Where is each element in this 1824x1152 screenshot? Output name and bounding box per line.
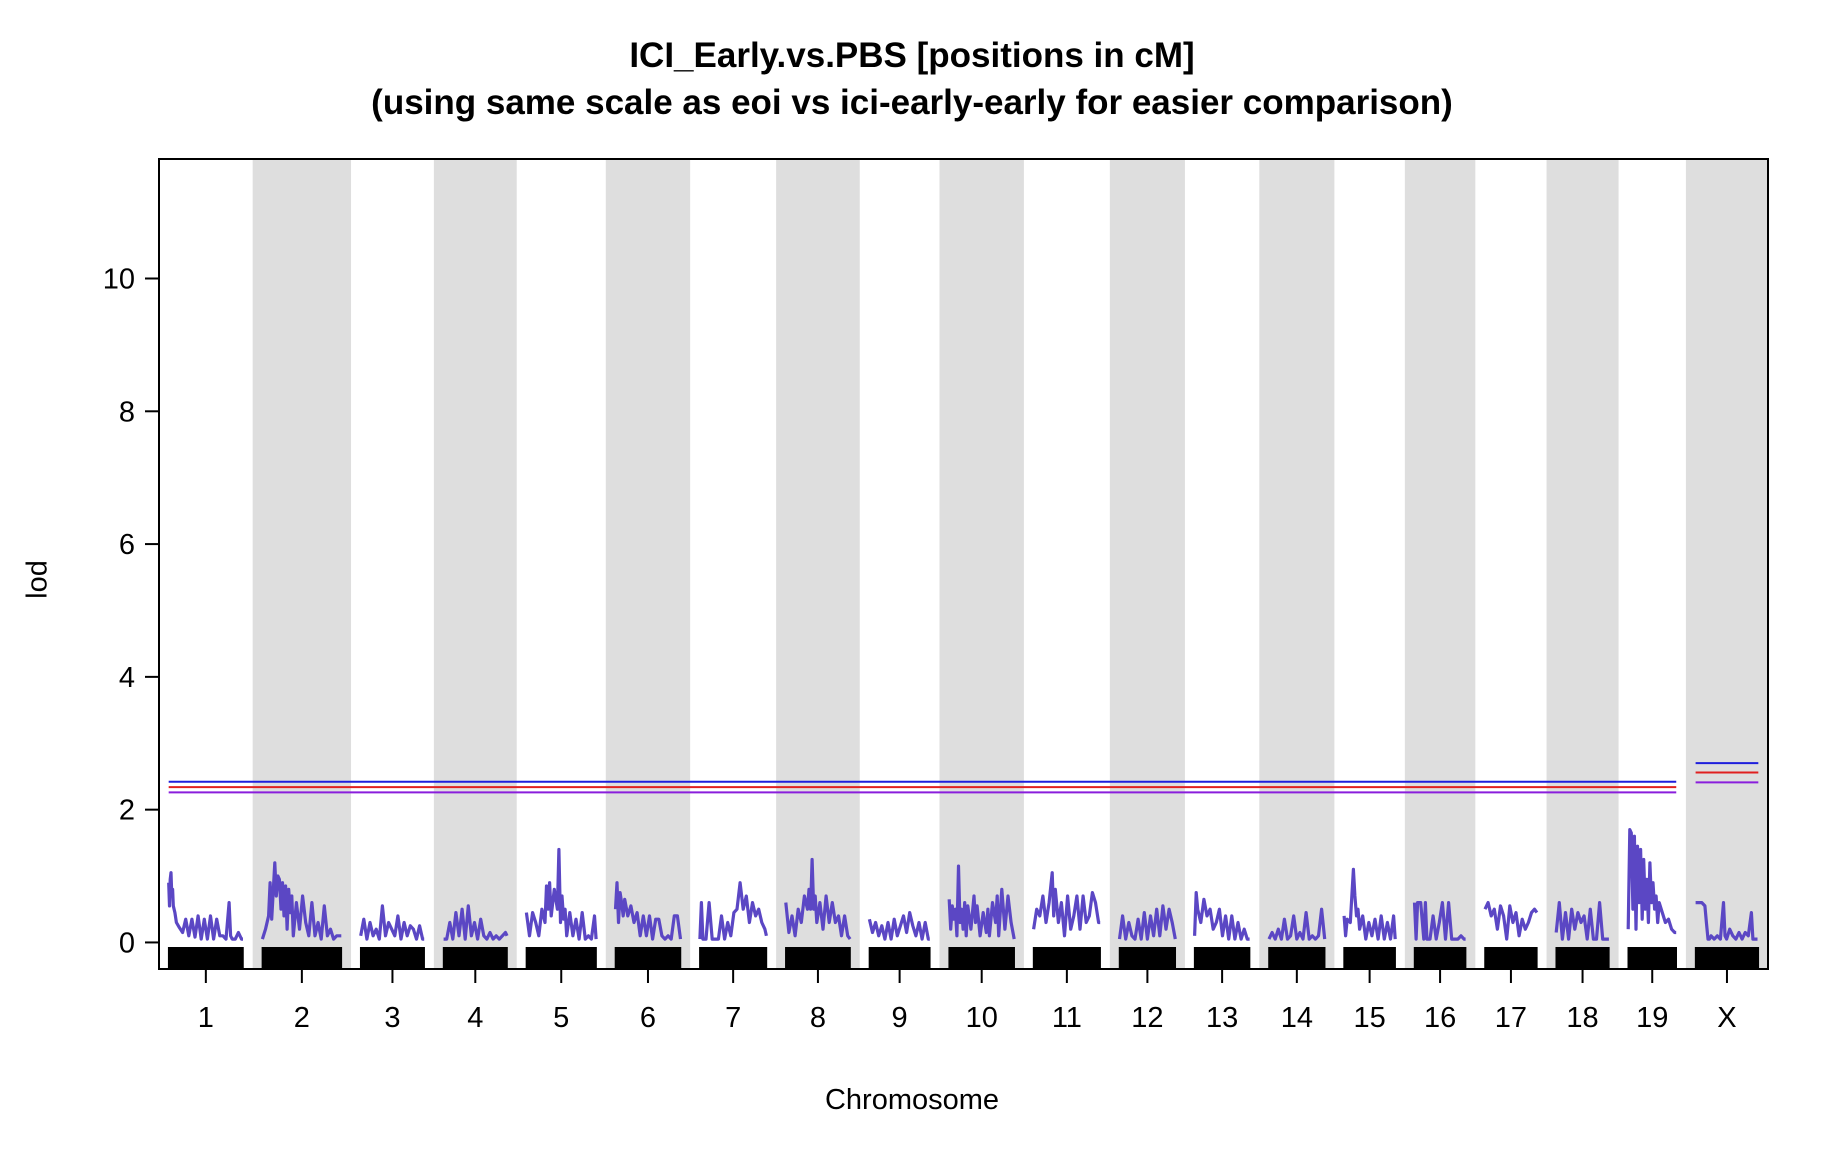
chart-subtitle: (using same scale as eoi vs ici-early-ea… bbox=[371, 83, 1453, 122]
chromosome-band-16 bbox=[1404, 159, 1476, 969]
x-tick-label-chr-15: 15 bbox=[1353, 1002, 1385, 1034]
lod-curve-chr-11 bbox=[1032, 871, 1101, 938]
x-tick-label-chr-18: 18 bbox=[1566, 1002, 1598, 1034]
lod-curve-chr-4 bbox=[443, 904, 509, 941]
x-tick-label-chr-16: 16 bbox=[1424, 1002, 1456, 1034]
lod-curve-chr-9 bbox=[867, 910, 930, 941]
lod-curve-chr-X bbox=[1695, 900, 1758, 941]
x-tick-label-chr-4: 4 bbox=[467, 1002, 483, 1034]
chromosome-band-14 bbox=[1259, 159, 1335, 969]
x-tick-label-chr-19: 19 bbox=[1636, 1002, 1668, 1034]
lod-curve-chr-14 bbox=[1267, 907, 1327, 941]
x-tick-label-chr-12: 12 bbox=[1131, 1002, 1163, 1034]
x-tick-label-chr-9: 9 bbox=[892, 1002, 908, 1034]
chart-title: ICI_Early.vs.PBS [positions in cM] bbox=[629, 36, 1195, 75]
x-tick-label-chr-2: 2 bbox=[294, 1002, 310, 1034]
x-tick-label-chr-6: 6 bbox=[640, 1002, 656, 1034]
y-tick-label: 0 bbox=[119, 927, 135, 959]
lod-curve-chr-18 bbox=[1554, 900, 1609, 941]
y-tick-label: 2 bbox=[119, 795, 135, 827]
lod-curve-chr-2 bbox=[260, 861, 342, 941]
lod-curve-chr-15 bbox=[1342, 867, 1397, 941]
x-tick-label-chr-3: 3 bbox=[384, 1002, 400, 1034]
y-tick-label: 8 bbox=[119, 396, 135, 428]
lod-curve-chr-7 bbox=[698, 881, 768, 941]
x-tick-label-chr-10: 10 bbox=[966, 1002, 998, 1034]
lod-curve-chr-1 bbox=[167, 871, 244, 941]
lod-curve-chr-12 bbox=[1117, 904, 1177, 941]
y-tick-label: 10 bbox=[103, 264, 135, 296]
chromosome-band-6 bbox=[605, 159, 691, 969]
chromosome-band-8 bbox=[776, 159, 860, 969]
lod-curve-chr-6 bbox=[613, 881, 683, 941]
x-tick-label-chr-8: 8 bbox=[810, 1002, 826, 1034]
chromosome-band-4 bbox=[433, 159, 517, 969]
y-tick-label: 4 bbox=[119, 662, 135, 694]
y-axis-label: lod bbox=[21, 560, 54, 599]
x-tick-label-chr-13: 13 bbox=[1206, 1002, 1238, 1034]
lod-curve-chr-8 bbox=[784, 857, 852, 941]
x-tick-label-chr-7: 7 bbox=[725, 1002, 741, 1034]
lod-curve-chr-16 bbox=[1412, 900, 1466, 941]
x-axis-label: Chromosome bbox=[824, 1084, 1000, 1116]
x-tick-label-chr-11: 11 bbox=[1052, 1002, 1082, 1034]
chromosome-band-X bbox=[1685, 159, 1768, 969]
x-tick-label-chr-5: 5 bbox=[553, 1002, 569, 1034]
chromosome-band-10 bbox=[939, 159, 1024, 969]
lod-curve-chr-19 bbox=[1626, 827, 1677, 935]
chromosome-band-12 bbox=[1109, 159, 1185, 969]
lod-curve-chr-13 bbox=[1193, 890, 1250, 941]
x-tick-label-chr-14: 14 bbox=[1281, 1002, 1313, 1034]
chromosome-band-18 bbox=[1546, 159, 1619, 969]
lod-curve-chr-17 bbox=[1483, 900, 1539, 941]
lod-curve-chr-5 bbox=[524, 847, 598, 941]
plot-border bbox=[158, 158, 1769, 970]
lod-curve-chr-10 bbox=[947, 864, 1016, 940]
lod-curve-chr-3 bbox=[359, 904, 425, 941]
x-tick-label-chr-X: X bbox=[1717, 1002, 1736, 1034]
x-tick-label-chr-17: 17 bbox=[1495, 1002, 1527, 1034]
chromosome-band-2 bbox=[252, 159, 352, 969]
x-tick-label-chr-1: 1 bbox=[198, 1002, 214, 1034]
y-tick-label: 6 bbox=[119, 529, 135, 561]
